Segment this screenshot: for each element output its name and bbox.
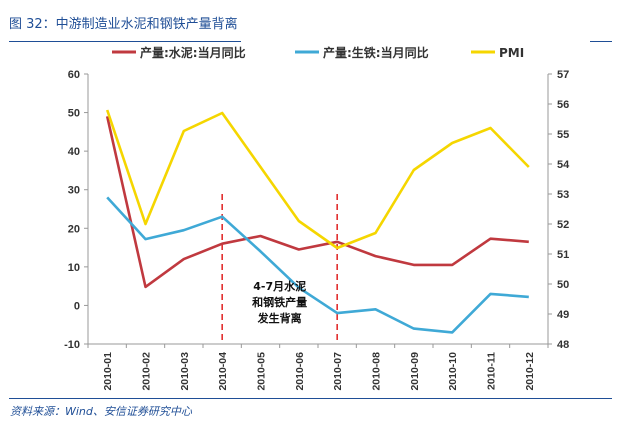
x-tick-label: 2010-02	[141, 352, 153, 391]
right-tick-label: 55	[557, 129, 569, 141]
annotation-text: 发生背离	[257, 311, 302, 325]
legend-label: 产量:生铁:当月同比	[323, 45, 429, 60]
legend-label: 产量:水泥:当月同比	[140, 45, 246, 60]
annotation-text: 和钢铁产量	[252, 295, 307, 309]
x-tick-label: 2010-08	[371, 352, 383, 391]
x-tick-label: 2010-09	[409, 352, 421, 391]
right-tick-label: 48	[557, 339, 569, 351]
left-tick-label: 0	[74, 300, 80, 312]
legend-label: PMI	[499, 46, 524, 60]
x-tick-label: 2010-11	[486, 352, 498, 390]
right-tick-label: 53	[557, 189, 569, 201]
left-tick-label: 30	[68, 185, 80, 197]
x-tick-label: 2010-03	[179, 352, 191, 391]
right-tick-label: 57	[557, 69, 569, 81]
right-tick-label: 56	[557, 99, 569, 111]
series-line-cement	[105, 116, 529, 289]
x-tick-label: 2010-06	[294, 352, 306, 391]
right-tick-label: 52	[557, 219, 569, 231]
x-tick-label: 2010-10	[447, 352, 459, 391]
series-line-pmi	[105, 109, 530, 250]
right-tick-label: 50	[557, 279, 569, 291]
left-tick-label: 20	[68, 223, 80, 235]
left-tick-label: 50	[68, 108, 80, 120]
x-tick-label: 2010-04	[217, 352, 229, 391]
source-note: 资料来源：Wind、安信证券研究中心	[10, 405, 192, 418]
source-rule	[9, 398, 612, 399]
left-tick-label: 60	[68, 69, 80, 81]
right-tick-label: 51	[557, 249, 569, 261]
figure-title: 图 32：中游制造业水泥和钢铁产量背离	[9, 17, 238, 32]
right-tick-label: 49	[557, 309, 569, 321]
series-line-steel	[106, 196, 529, 334]
x-tick-label: 2010-01	[102, 352, 114, 391]
title-rule-right	[590, 41, 612, 42]
x-tick-label: 2010-12	[524, 352, 536, 391]
x-tick-label: 2010-05	[256, 352, 268, 391]
right-tick-label: 54	[557, 159, 570, 171]
x-tick-label: 2010-07	[332, 352, 344, 391]
title-rule	[9, 41, 241, 42]
left-tick-label: -10	[64, 339, 80, 351]
left-tick-label: 10	[68, 262, 80, 274]
annotation-text: 4-7月水泥	[253, 279, 306, 293]
left-tick-label: 40	[68, 146, 80, 158]
